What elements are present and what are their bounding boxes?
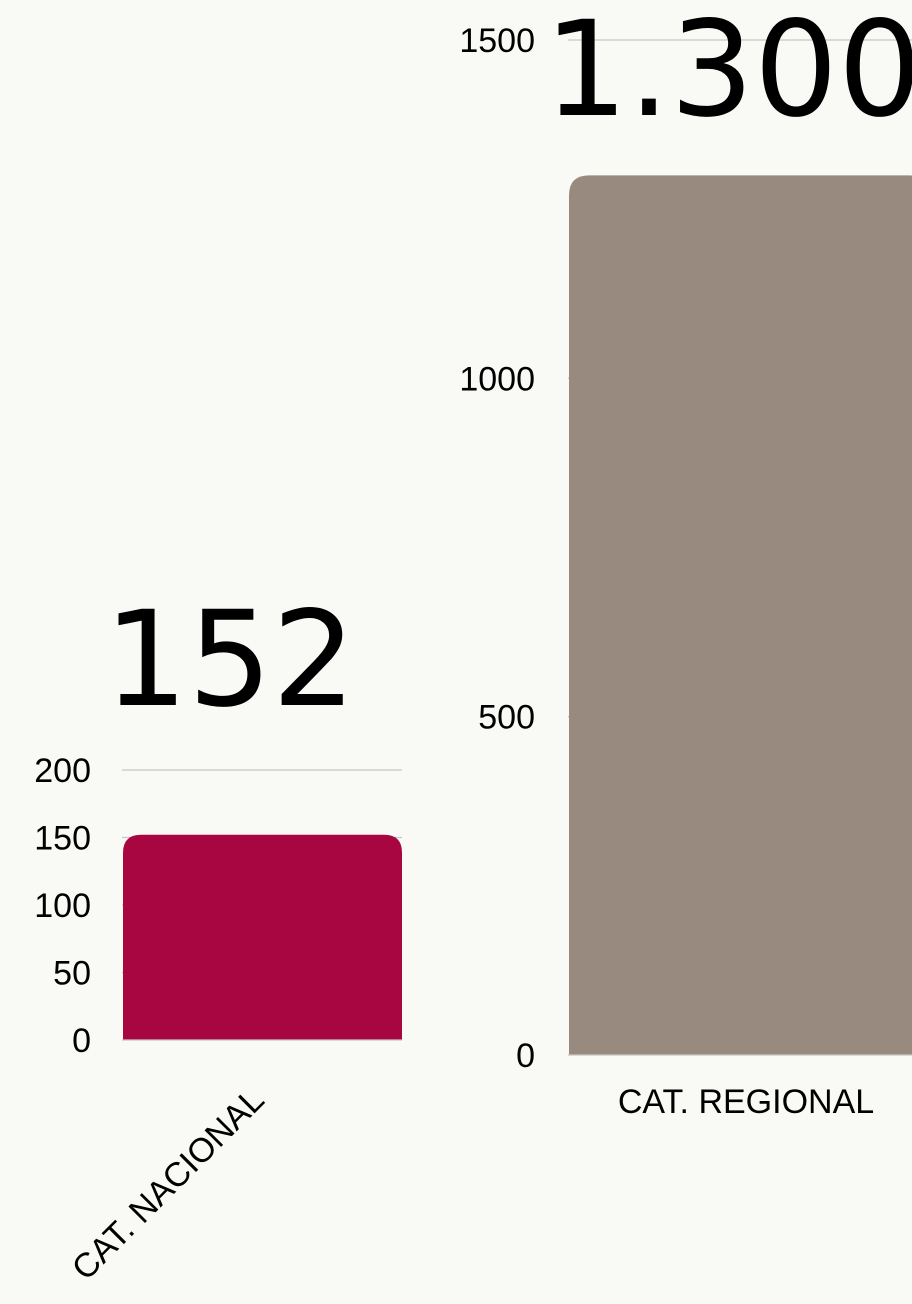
category-label: CAT. NACIONAL <box>65 1081 272 1288</box>
y-tick-label: 1500 <box>459 22 535 60</box>
y-tick-label: 0 <box>72 1022 91 1060</box>
y-tick-label: 150 <box>34 820 91 858</box>
chart-nacional: 0 50 100 150 200 CAT. NACIONAL 152 <box>34 583 402 1288</box>
y-tick-label: 200 <box>34 752 91 790</box>
y-tick-label: 100 <box>34 887 91 925</box>
value-label: 152 <box>104 583 356 737</box>
y-tick-label: 1000 <box>459 360 535 398</box>
bar <box>123 834 402 1040</box>
bar <box>569 175 912 1055</box>
chart-regional: 0 500 1000 1500 CAT. REGIONAL 1.300 <box>459 0 912 1121</box>
y-tick-label: 0 <box>516 1037 535 1075</box>
value-label: 1.300 <box>544 0 912 147</box>
y-tick-label: 500 <box>478 699 535 737</box>
y-tick-label: 50 <box>53 955 91 993</box>
category-label: CAT. REGIONAL <box>618 1083 874 1121</box>
